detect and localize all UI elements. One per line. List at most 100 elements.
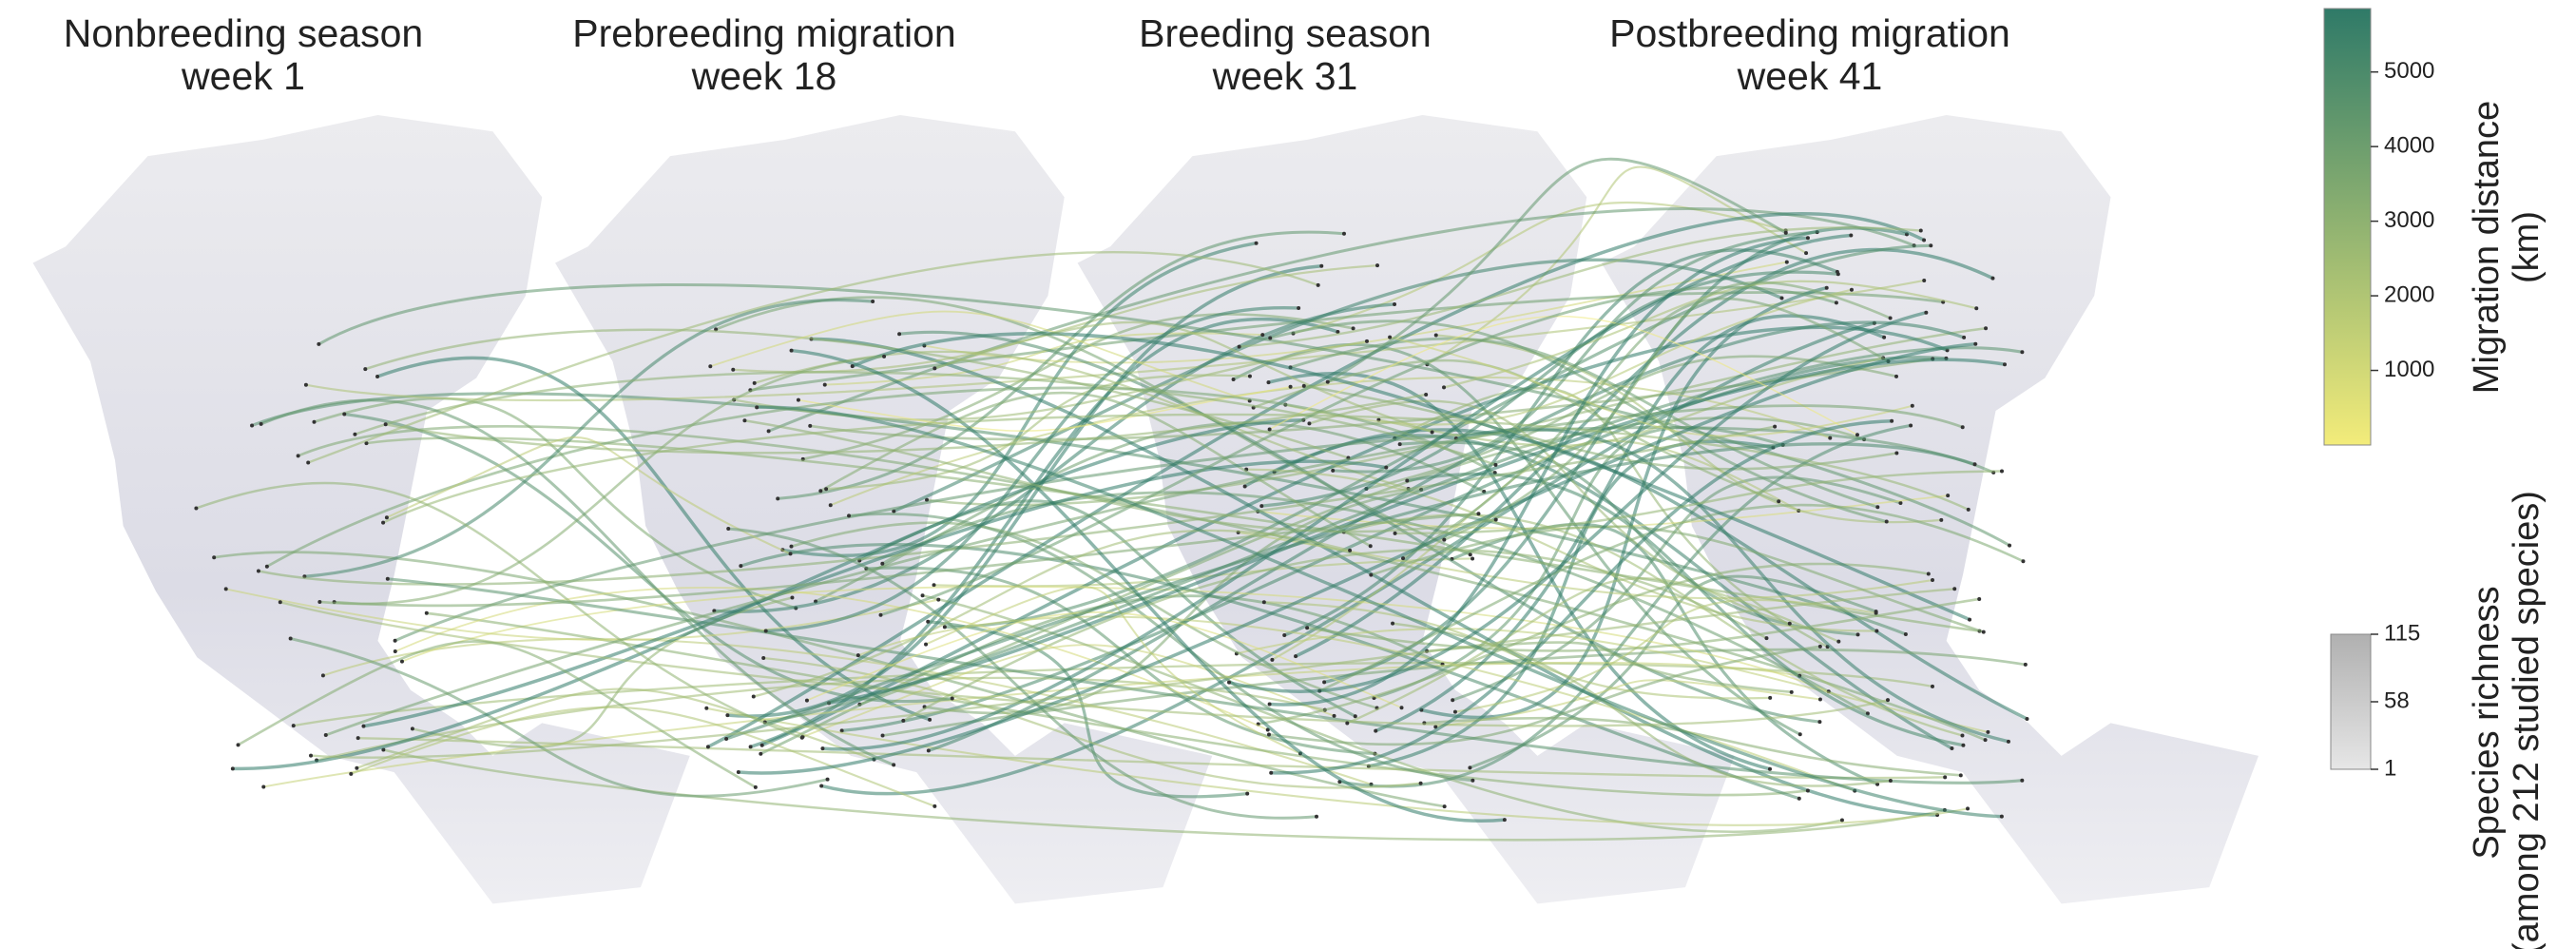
migration-line — [1454, 599, 1876, 713]
migration-line — [354, 371, 1496, 467]
site-dot — [1401, 556, 1406, 561]
migration-line — [1268, 645, 1821, 746]
legends: 1000 2000 3000 4000 5000 Migration distance (k… — [2323, 8, 2547, 949]
migration-line — [1271, 439, 1799, 661]
site-dot — [1231, 377, 1236, 381]
site-dot — [850, 364, 855, 369]
site-dot — [1305, 626, 1310, 630]
site-dot — [381, 520, 386, 525]
site-dot — [1433, 725, 1438, 729]
site-dot — [796, 397, 800, 402]
site-dot — [1817, 644, 1822, 649]
site-dot — [788, 552, 793, 556]
site-dot — [880, 561, 885, 566]
site-dot — [790, 595, 795, 600]
migration-line — [928, 620, 1248, 799]
site-dot — [383, 422, 388, 427]
site-dot — [1950, 746, 1954, 751]
site-dot — [822, 382, 827, 387]
site-dot — [1961, 743, 1966, 747]
site-dot — [1984, 326, 1989, 331]
migration-line — [1392, 622, 1892, 787]
migration-line — [848, 513, 1473, 783]
site-dot — [1399, 706, 1404, 710]
site-dot — [1260, 333, 1265, 338]
site-dot — [942, 625, 947, 629]
site-dot — [799, 735, 804, 740]
site-dot — [385, 576, 390, 581]
site-dot — [1405, 478, 1410, 483]
site-dot — [250, 423, 255, 428]
site-dot — [1922, 278, 1927, 282]
colorbar-tick-label: 5000 — [2384, 58, 2434, 84]
site-dot — [1999, 814, 2004, 819]
site-dot — [950, 696, 954, 701]
colorbar-tick-label: 1 — [2384, 755, 2396, 781]
site-dot — [1983, 738, 1988, 743]
migration-line — [880, 285, 1837, 617]
site-dot — [2025, 717, 2029, 722]
site-dot — [1805, 788, 1810, 793]
migration-line — [394, 587, 1269, 731]
site-dot — [306, 460, 311, 465]
colorbar-tick-label: 2000 — [2384, 281, 2434, 307]
site-dot — [932, 366, 937, 371]
site-dot — [1764, 636, 1769, 641]
site-dot — [926, 619, 931, 624]
site-dot — [1836, 639, 1841, 644]
site-dot — [704, 706, 709, 710]
site-dot — [1943, 775, 1948, 780]
site-dot — [1789, 689, 1794, 694]
migration-lines — [194, 157, 2029, 842]
site-dot — [1332, 713, 1336, 718]
migration-line — [902, 548, 1768, 723]
migration-line — [1346, 577, 1839, 725]
migration-line — [386, 436, 791, 555]
site-dot — [708, 364, 713, 369]
site-dot — [818, 489, 823, 494]
migration-line — [798, 385, 1291, 433]
site-dot — [424, 610, 429, 615]
migration-line — [753, 529, 1351, 698]
site-dot — [766, 429, 771, 434]
migration-line — [1269, 320, 1888, 523]
migration-line — [1283, 248, 1838, 637]
migration-line — [768, 207, 1915, 433]
site-dot — [892, 763, 896, 767]
site-dot — [1282, 633, 1287, 638]
migration-line — [290, 637, 828, 798]
site-dot — [296, 454, 300, 458]
migration-line — [279, 601, 1889, 727]
site-dot — [1368, 544, 1373, 549]
site-dot — [1783, 230, 1788, 235]
site-dot — [1301, 383, 1306, 388]
site-dot — [892, 509, 896, 513]
site-dot — [751, 694, 756, 699]
migration-line — [806, 611, 1402, 709]
site-dot — [724, 737, 729, 742]
site-dot — [897, 332, 902, 337]
site-dot — [878, 612, 883, 617]
site-dot — [1351, 326, 1355, 331]
migration-line — [363, 459, 1387, 728]
migration-line — [307, 251, 1319, 464]
migration-line — [1327, 157, 1787, 383]
site-dot — [1966, 507, 1970, 512]
site-dot — [1939, 517, 1944, 522]
migration-line — [830, 376, 1831, 507]
panel-subtitle: week 31 — [1212, 54, 1358, 98]
site-dot — [194, 506, 199, 511]
migration-line — [1469, 574, 1877, 769]
site-dot — [1929, 243, 1933, 248]
site-dot — [1442, 537, 1447, 542]
site-dot — [1430, 430, 1434, 435]
site-dot — [1768, 695, 1773, 700]
site-dot — [825, 777, 830, 782]
site-dot — [1245, 791, 1250, 796]
site-dot — [1974, 306, 1979, 311]
site-dot — [1315, 814, 1319, 819]
site-dot — [1968, 617, 1972, 622]
site-dot — [1930, 578, 1934, 583]
site-dot — [1442, 804, 1447, 809]
migration-line — [310, 588, 1955, 759]
